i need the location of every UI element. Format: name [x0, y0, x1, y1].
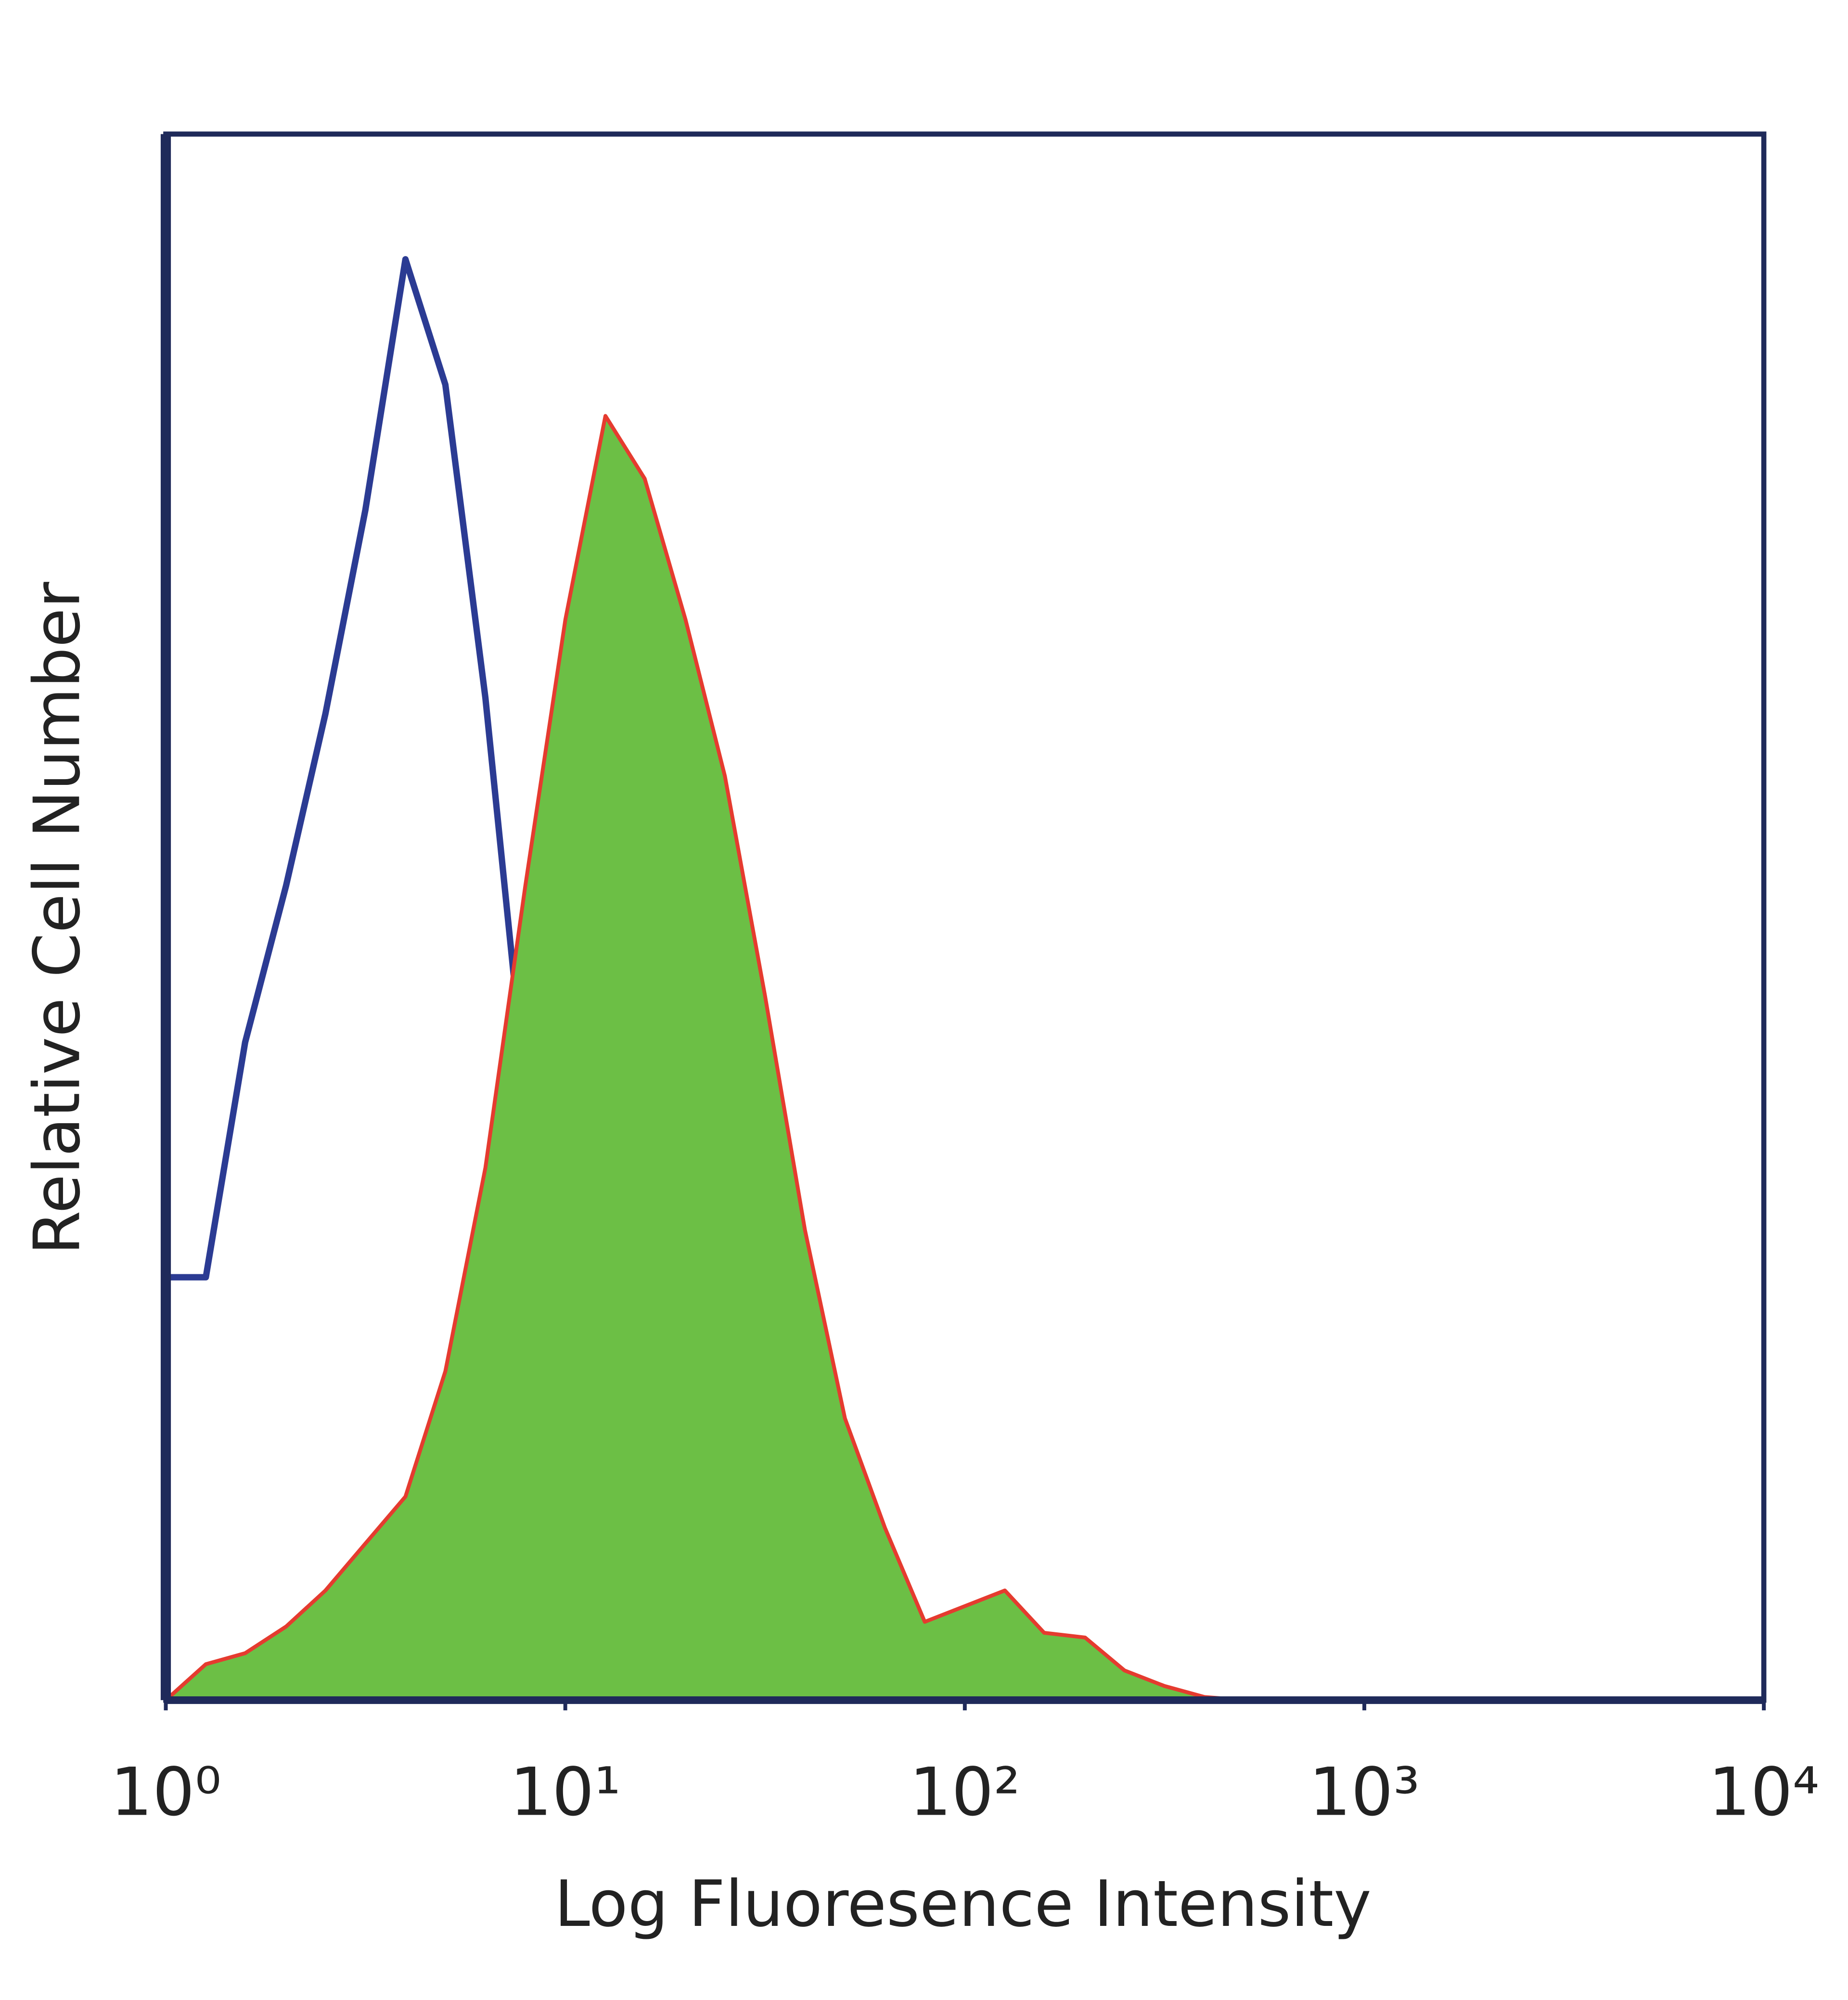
x-tick-label: 10²	[910, 1754, 1021, 1831]
x-tick-label: 10⁴	[1708, 1754, 1820, 1831]
x-tick-label: 10⁰	[110, 1754, 221, 1831]
x-tick-label: 10³	[1309, 1754, 1420, 1831]
filled-histogram	[164, 414, 1365, 1702]
plot-frame	[163, 131, 1767, 1703]
x-axis-label: Log Fluoresence Intensity	[554, 1867, 1372, 1941]
x-tick-label: 10¹	[510, 1754, 621, 1831]
y-axis-label: Relative Cell Number	[20, 582, 94, 1255]
